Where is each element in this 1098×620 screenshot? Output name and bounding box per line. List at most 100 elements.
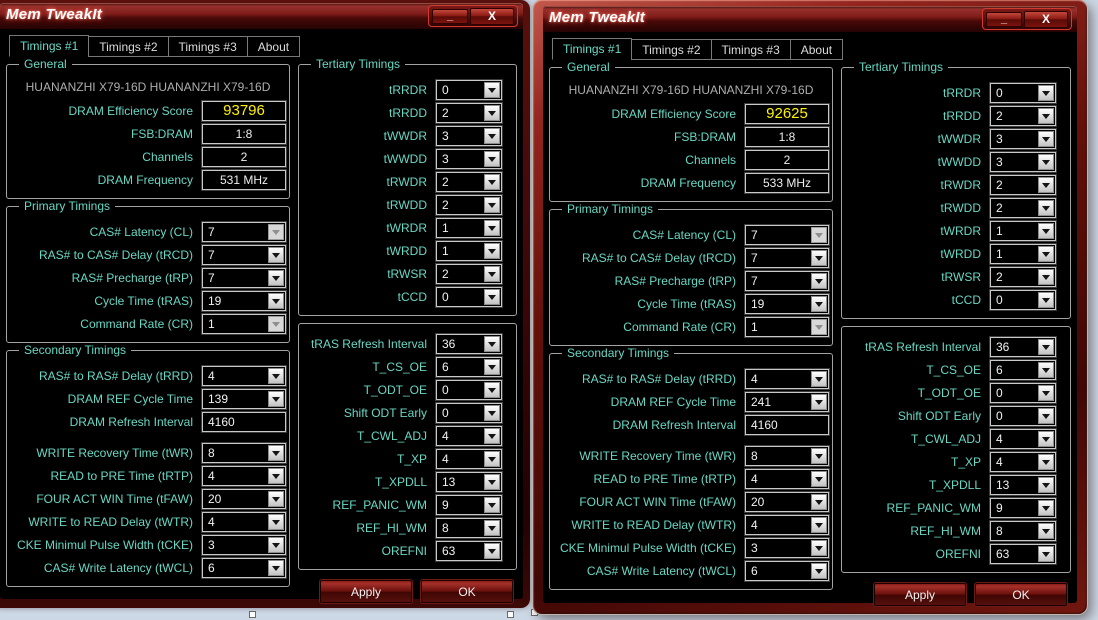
- close-button[interactable]: X: [1024, 10, 1068, 28]
- dropdown-button[interactable]: [1038, 523, 1054, 539]
- close-button[interactable]: X: [470, 7, 514, 25]
- dropdown-button[interactable]: [1038, 339, 1054, 355]
- trwdr-dropdown[interactable]: 2: [436, 172, 502, 192]
- t-cwl-adj-dropdown[interactable]: 4: [436, 426, 502, 446]
- dropdown-button[interactable]: [268, 491, 284, 507]
- t-odt-oe-dropdown[interactable]: 0: [990, 383, 1056, 403]
- dropdown-button[interactable]: [811, 494, 827, 510]
- tab-timings-2[interactable]: Timings #2: [88, 36, 169, 57]
- t-xp-dropdown[interactable]: 4: [990, 452, 1056, 472]
- four-act-win-time-tfaw-dropdown[interactable]: 20: [745, 492, 829, 512]
- dropdown-button[interactable]: [811, 296, 827, 312]
- dram-ref-cycle-time-dropdown[interactable]: 241: [745, 392, 829, 412]
- minimize-button[interactable]: _: [986, 11, 1022, 27]
- tab-timings-1[interactable]: Timings #1: [9, 35, 90, 57]
- dropdown-button[interactable]: [1038, 385, 1054, 401]
- cas-write-latency-twcl-dropdown[interactable]: 6: [745, 561, 829, 581]
- dropdown-button[interactable]: [484, 497, 500, 513]
- ref-hi-wm-dropdown[interactable]: 8: [990, 521, 1056, 541]
- dropdown-button[interactable]: [1038, 431, 1054, 447]
- dropdown-button[interactable]: [811, 394, 827, 410]
- twrdr-dropdown[interactable]: 1: [990, 221, 1056, 241]
- ras-to-cas-delay-trcd-dropdown[interactable]: 7: [745, 248, 829, 268]
- dropdown-button[interactable]: [1038, 500, 1054, 516]
- cycle-time-tras-dropdown[interactable]: 19: [202, 291, 286, 311]
- dropdown-button[interactable]: [811, 471, 827, 487]
- read-to-pre-time-trtp-dropdown[interactable]: 4: [745, 469, 829, 489]
- dropdown-button[interactable]: [1038, 200, 1054, 216]
- orefni-dropdown[interactable]: 63: [436, 541, 502, 561]
- trrdr-dropdown[interactable]: 0: [990, 83, 1056, 103]
- dropdown-button[interactable]: [484, 82, 500, 98]
- ref-hi-wm-dropdown[interactable]: 8: [436, 518, 502, 538]
- write-to-read-delay-twtr-dropdown[interactable]: 4: [745, 515, 829, 535]
- t-cs-oe-dropdown[interactable]: 6: [990, 360, 1056, 380]
- tab-timings-1[interactable]: Timings #1: [552, 38, 633, 60]
- dropdown-button[interactable]: [484, 151, 500, 167]
- dropdown-button[interactable]: [484, 428, 500, 444]
- write-recovery-time-twr-dropdown[interactable]: 8: [745, 446, 829, 466]
- titlebar[interactable]: Mem TweakIt _ X: [0, 3, 523, 29]
- dropdown-button[interactable]: [484, 289, 500, 305]
- dropdown-button[interactable]: [484, 382, 500, 398]
- t-odt-oe-dropdown[interactable]: 0: [436, 380, 502, 400]
- dropdown-button[interactable]: [1038, 154, 1054, 170]
- cycle-time-tras-dropdown[interactable]: 19: [745, 294, 829, 314]
- dropdown-button[interactable]: [484, 359, 500, 375]
- t-cs-oe-dropdown[interactable]: 6: [436, 357, 502, 377]
- dropdown-button[interactable]: [268, 391, 284, 407]
- cke-minimul-pulse-width-tcke-dropdown[interactable]: 3: [202, 535, 286, 555]
- tras-refresh-interval-dropdown[interactable]: 36: [436, 334, 502, 354]
- dropdown-button[interactable]: [1038, 223, 1054, 239]
- trrdr-dropdown[interactable]: 0: [436, 80, 502, 100]
- dropdown-button[interactable]: [268, 445, 284, 461]
- orefni-dropdown[interactable]: 63: [990, 544, 1056, 564]
- dropdown-button[interactable]: [484, 543, 500, 559]
- tccd-dropdown[interactable]: 0: [436, 287, 502, 307]
- dropdown-button[interactable]: [811, 371, 827, 387]
- dropdown-button[interactable]: [484, 474, 500, 490]
- tccd-dropdown[interactable]: 0: [990, 290, 1056, 310]
- trwsr-dropdown[interactable]: 2: [990, 267, 1056, 287]
- t-cwl-adj-dropdown[interactable]: 4: [990, 429, 1056, 449]
- ras-to-cas-delay-trcd-dropdown[interactable]: 7: [202, 245, 286, 265]
- ok-button[interactable]: OK: [421, 580, 513, 603]
- write-to-read-delay-twtr-dropdown[interactable]: 4: [202, 512, 286, 532]
- dropdown-button[interactable]: [484, 105, 500, 121]
- tab-timings-3[interactable]: Timings #3: [710, 39, 791, 60]
- dropdown-button[interactable]: [1038, 108, 1054, 124]
- four-act-win-time-tfaw-dropdown[interactable]: 20: [202, 489, 286, 509]
- titlebar[interactable]: Mem TweakIt _ X: [543, 6, 1077, 32]
- dropdown-button[interactable]: [268, 514, 284, 530]
- dropdown-button[interactable]: [811, 540, 827, 556]
- minimize-button[interactable]: _: [432, 8, 468, 24]
- dropdown-button[interactable]: [1038, 85, 1054, 101]
- tab-about[interactable]: About: [246, 36, 301, 57]
- dropdown-button[interactable]: [268, 537, 284, 553]
- twrdr-dropdown[interactable]: 1: [436, 218, 502, 238]
- dropdown-button[interactable]: [1038, 292, 1054, 308]
- tras-refresh-interval-dropdown[interactable]: 36: [990, 337, 1056, 357]
- twrdd-dropdown[interactable]: 1: [436, 241, 502, 261]
- dropdown-button[interactable]: [1038, 269, 1054, 285]
- dropdown-button[interactable]: [484, 174, 500, 190]
- dropdown-button[interactable]: [484, 197, 500, 213]
- dropdown-button[interactable]: [484, 451, 500, 467]
- selection-handle[interactable]: [507, 611, 514, 618]
- write-recovery-time-twr-dropdown[interactable]: 8: [202, 443, 286, 463]
- shift-odt-early-dropdown[interactable]: 0: [436, 403, 502, 423]
- dropdown-button[interactable]: [484, 128, 500, 144]
- read-to-pre-time-trtp-dropdown[interactable]: 4: [202, 466, 286, 486]
- trwsr-dropdown[interactable]: 2: [436, 264, 502, 284]
- dropdown-button[interactable]: [484, 266, 500, 282]
- twwdr-dropdown[interactable]: 3: [436, 126, 502, 146]
- dropdown-button[interactable]: [1038, 131, 1054, 147]
- cas-write-latency-twcl-dropdown[interactable]: 6: [202, 558, 286, 578]
- dropdown-button[interactable]: [268, 247, 284, 263]
- apply-button[interactable]: Apply: [874, 583, 966, 606]
- dram-ref-cycle-time-dropdown[interactable]: 139: [202, 389, 286, 409]
- twwdd-dropdown[interactable]: 3: [990, 152, 1056, 172]
- ras-precharge-trp-dropdown[interactable]: 7: [202, 268, 286, 288]
- dropdown-button[interactable]: [484, 336, 500, 352]
- t-xpdll-dropdown[interactable]: 13: [436, 472, 502, 492]
